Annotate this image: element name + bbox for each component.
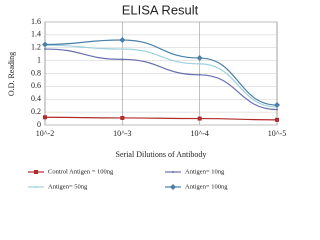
legend-marker — [35, 186, 37, 188]
data-point — [198, 73, 201, 76]
data-point — [197, 116, 202, 121]
y-tick-label: 0.6 — [31, 81, 41, 90]
legend-label: Control Antigen = 100ng — [48, 168, 114, 175]
series-line — [44, 48, 278, 111]
data-point — [42, 41, 48, 48]
legend-label: Antigen= 10ng — [185, 168, 225, 175]
series-line — [44, 39, 278, 106]
y-tick-label: 0.8 — [31, 68, 41, 77]
data-point — [119, 37, 126, 44]
y-tick-label: 1 — [37, 55, 41, 64]
y-tick-label: 1.6 — [31, 17, 41, 26]
data-point — [198, 62, 201, 65]
y-tick-label: 1.2 — [31, 43, 41, 52]
data-point — [44, 48, 46, 51]
chart: ELISA Result Serial Dilutions of Antibod… — [7, 2, 286, 190]
x-tick-label: 10^-3 — [113, 129, 131, 138]
data-point — [43, 115, 47, 120]
y-tick-label: 0.4 — [31, 94, 41, 103]
data-point — [121, 58, 124, 61]
data-point — [276, 108, 278, 111]
y-axis-label: O.D. Reading — [7, 52, 16, 96]
x-tick-label: 10^-5 — [268, 129, 286, 138]
chart-title: ELISA Result — [122, 2, 199, 17]
data-point — [120, 115, 125, 120]
data-point — [274, 102, 280, 109]
x-tick-label: 10^-4 — [190, 129, 208, 138]
x-axis-label: Serial Dilutions of Antibody — [116, 150, 207, 159]
series-line — [44, 44, 278, 108]
legend-marker — [170, 184, 176, 190]
legend-marker — [172, 171, 174, 173]
y-tick-label: 0 — [37, 120, 41, 129]
x-tick-label: 10^-2 — [36, 129, 54, 138]
legend-label: Antigen= 100ng — [185, 183, 228, 190]
y-tick-label: 1.4 — [31, 30, 41, 39]
y-tick-label: 0.2 — [31, 107, 41, 116]
data-point — [196, 55, 203, 62]
legend-label: Antigen= 50ng — [48, 183, 88, 190]
data-point — [121, 48, 124, 51]
data-point — [275, 117, 279, 122]
legend-marker — [34, 170, 38, 174]
series-line — [44, 116, 278, 121]
